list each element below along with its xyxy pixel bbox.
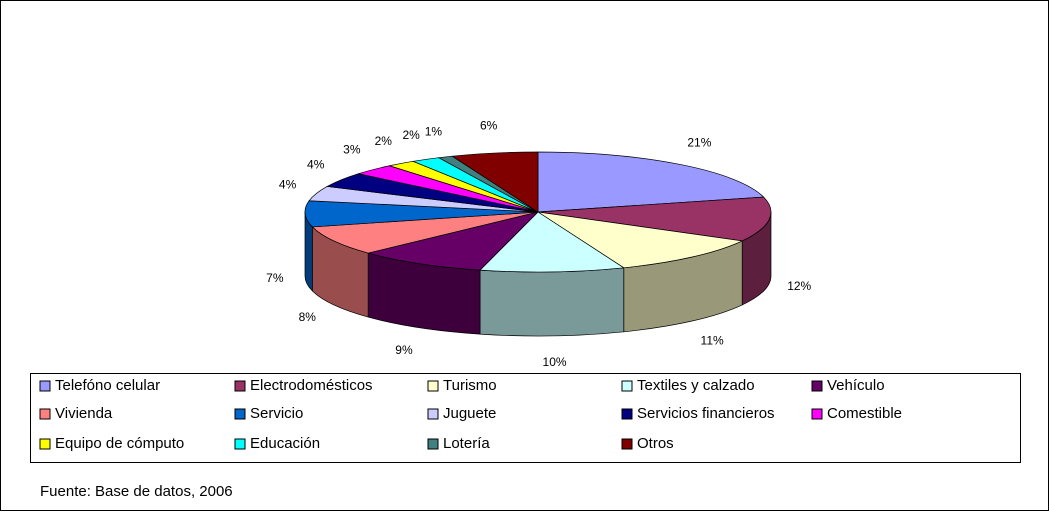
legend-label: Juguete [443, 405, 496, 422]
legend-label: Turismo [443, 377, 497, 394]
legend-label: Servicio [250, 405, 303, 422]
legend-label: Otros [637, 435, 674, 452]
legend-label: Vivienda [55, 405, 113, 422]
legend-swatch [811, 408, 823, 420]
data-label: 7% [266, 271, 284, 285]
legend-label: Servicios financieros [637, 405, 775, 422]
data-label: 3% [343, 143, 361, 157]
legend-label: Textiles y calzado [637, 377, 755, 394]
legend-label: Vehículo [827, 377, 885, 394]
legend-swatch [427, 408, 439, 420]
legend-swatch [234, 408, 246, 420]
legend-swatch [39, 408, 51, 420]
legend-box [30, 373, 1021, 463]
legend-swatch [234, 438, 246, 450]
legend-label: Lotería [443, 435, 490, 452]
data-label: 4% [307, 158, 325, 172]
data-label: 2% [375, 134, 393, 148]
data-label: 12% [787, 279, 811, 293]
pie-slice [368, 211, 540, 271]
pie-slice [537, 196, 772, 242]
legend-swatch [621, 380, 633, 392]
legend-swatch [621, 408, 633, 420]
legend-label: Electrodomésticos [250, 377, 373, 394]
pie-slice [311, 211, 539, 254]
data-label: 4% [279, 177, 297, 191]
legend-label: Educación [250, 435, 320, 452]
legend-swatch [234, 380, 246, 392]
data-label: 6% [480, 119, 498, 133]
legend-swatch [427, 438, 439, 450]
legend-swatch [39, 438, 51, 450]
data-label: 11% [701, 333, 724, 347]
legend-swatch [427, 380, 439, 392]
pie-slice [537, 211, 744, 269]
data-label: 21% [687, 135, 711, 149]
source-note: Fuente: Base de datos, 2006 [40, 483, 233, 500]
data-label: 9% [395, 343, 413, 357]
pie-slice [537, 151, 765, 213]
legend-swatch [621, 438, 633, 450]
data-label: 1% [425, 124, 443, 138]
legend-label: Comestible [827, 405, 902, 422]
pie-slice [304, 200, 539, 228]
legend-label: Telefóno celular [55, 377, 160, 394]
pie-slice [451, 151, 539, 213]
pie-slice [479, 211, 625, 273]
legend-label: Equipo de cómputo [55, 435, 184, 452]
data-label: 2% [402, 128, 420, 142]
legend-swatch [811, 380, 823, 392]
legend-swatch [39, 380, 51, 392]
pie-side [479, 267, 625, 337]
data-label: 10% [543, 355, 567, 369]
data-label: 8% [299, 310, 317, 324]
